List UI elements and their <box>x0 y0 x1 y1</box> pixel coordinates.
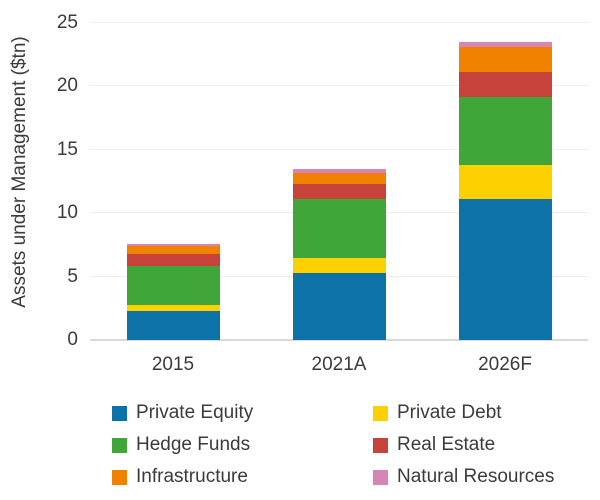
y-tick-label-10: 10 <box>56 202 78 224</box>
bar-segment-infrastructure-2026f <box>458 47 552 73</box>
bar-segment-private-equity-2015 <box>126 310 220 340</box>
legend-item-real-estate: Real Estate <box>373 434 554 456</box>
legend-item-natural-resources: Natural Resources <box>373 466 554 488</box>
bar-segment-real-estate-2026f <box>458 72 552 97</box>
y-tick-label-20: 20 <box>56 75 78 97</box>
legend-label: Real Estate <box>397 434 496 455</box>
x-axis-label-2015: 2015 <box>151 354 195 375</box>
legend-label: Private Debt <box>397 402 502 423</box>
y-tick-label-5: 5 <box>67 265 78 287</box>
x-axis-label-2021a: 2021A <box>311 354 367 375</box>
bar-segment-natural-resources-2026f <box>458 42 552 48</box>
legend-label: Infrastructure <box>136 466 248 487</box>
bar-segment-private-debt-2026f <box>458 165 552 200</box>
bar-segment-hedge-funds-2021a <box>292 199 386 258</box>
y-tick-label-25: 25 <box>56 12 78 33</box>
legend-swatch-infrastructure <box>112 469 127 485</box>
bar-segment-infrastructure-2021a <box>292 172 386 185</box>
legend-item-hedge-funds: Hedge Funds <box>112 434 373 456</box>
legend-swatch-hedge-funds <box>112 437 127 453</box>
x-axis-baseline <box>90 339 588 341</box>
legend-swatch-real-estate <box>373 437 388 453</box>
plot-area <box>90 22 588 341</box>
bar-segment-private-debt-2021a <box>292 257 386 273</box>
y-tick-label-0: 0 <box>67 329 78 350</box>
y-tick-label-15: 15 <box>56 138 78 160</box>
legend-swatch-private-debt <box>373 405 388 421</box>
bar-segment-hedge-funds-2026f <box>458 96 552 166</box>
legend-swatch-private-equity <box>112 405 127 421</box>
legend-item-private-equity: Private Equity <box>112 402 373 424</box>
legend-label: Hedge Funds <box>136 434 251 455</box>
bar-segment-natural-resources-2015 <box>126 243 220 247</box>
gridline-15 <box>90 148 588 150</box>
legend-label: Private Equity <box>136 402 254 423</box>
legend-item-private-debt: Private Debt <box>373 402 554 424</box>
x-axis-label-2026f: 2026F <box>478 354 532 375</box>
gridline-20 <box>90 85 588 87</box>
y-axis-title: Assets under Management ($tn) <box>9 36 30 308</box>
bar-segment-natural-resources-2021a <box>292 168 386 173</box>
bar-segment-real-estate-2021a <box>292 184 386 200</box>
bar-segment-private-equity-2021a <box>292 272 386 340</box>
legend-item-infrastructure: Infrastructure <box>112 466 373 488</box>
legend-label: Natural Resources <box>397 466 555 487</box>
bar-segment-infrastructure-2015 <box>126 246 220 254</box>
bar-segment-real-estate-2015 <box>126 253 220 267</box>
gridline-25 <box>90 22 588 23</box>
bar-segment-private-debt-2015 <box>126 304 220 311</box>
legend: Private Equity Private Debt Hedge Funds Rea… <box>112 402 554 488</box>
bar-segment-private-equity-2026f <box>458 199 552 340</box>
bar-segment-hedge-funds-2015 <box>126 266 220 305</box>
legend-swatch-natural-resources <box>373 469 388 485</box>
